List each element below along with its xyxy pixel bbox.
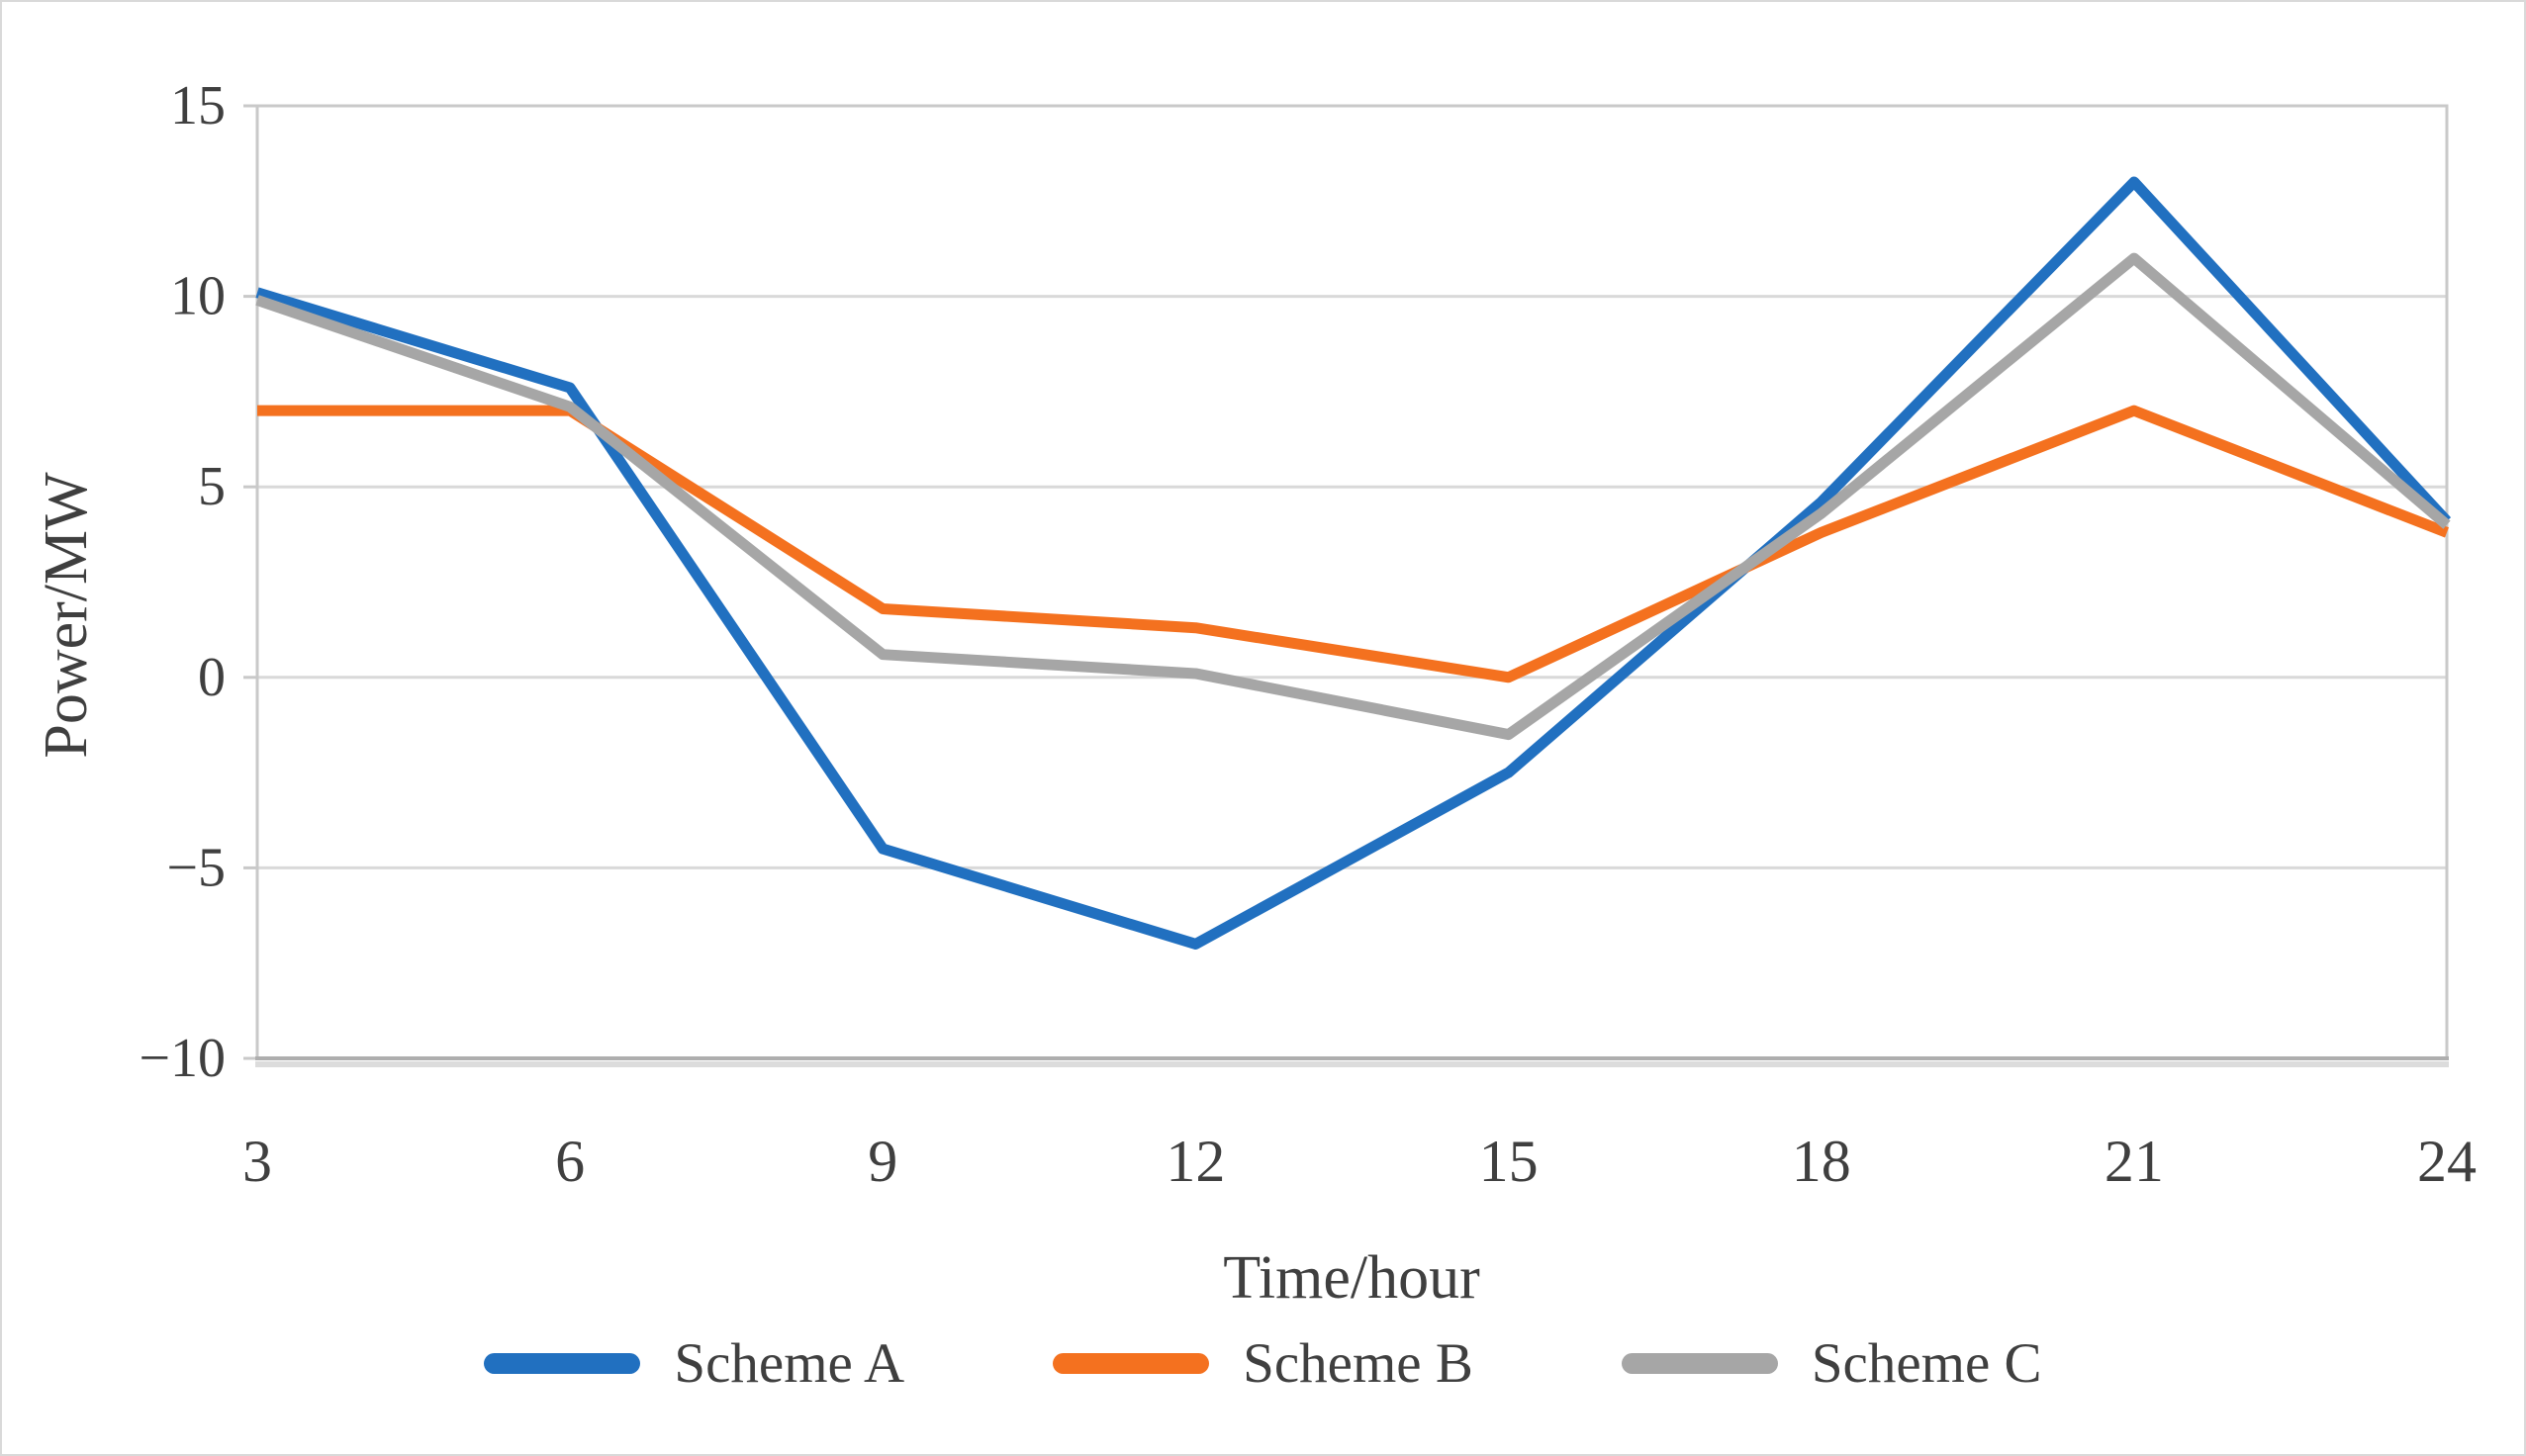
x-tick-label: 3 xyxy=(242,1129,272,1194)
legend-item-scheme-c: Scheme C xyxy=(1621,1332,2042,1395)
legend-color-dash xyxy=(1621,1353,1778,1374)
legend-color-dash xyxy=(484,1353,641,1374)
legend-label: Scheme B xyxy=(1243,1332,1473,1395)
y-tick-label: 10 xyxy=(170,266,226,327)
chart-legend: Scheme A Scheme B Scheme C xyxy=(2,1335,2524,1392)
legend-label: Scheme C xyxy=(1811,1332,2042,1395)
series-line-scheme-b xyxy=(257,405,2449,683)
axes-layer xyxy=(243,104,2449,1067)
y-tick-label: 15 xyxy=(170,75,226,136)
x-tick-label: 15 xyxy=(1479,1129,1539,1194)
x-tick-label: 6 xyxy=(555,1129,585,1194)
legend-color-dash xyxy=(1053,1353,1210,1374)
legend-item-scheme-b: Scheme B xyxy=(1053,1335,1473,1392)
y-tick-label: −5 xyxy=(166,837,226,898)
x-tick-label: 18 xyxy=(1792,1129,1851,1194)
series-layer xyxy=(255,176,2452,950)
x-tick-label: 21 xyxy=(2105,1129,2164,1194)
plot-border xyxy=(255,104,2449,1060)
y-tick-label: −10 xyxy=(139,1028,226,1089)
legend-item-scheme-a: Scheme A xyxy=(484,1335,904,1392)
x-tick-label: 24 xyxy=(2417,1129,2477,1194)
legend-label: Scheme A xyxy=(674,1332,905,1395)
y-axis-title: Power/MW xyxy=(33,472,100,759)
gridlines-layer xyxy=(257,104,2447,1060)
x-tick-label: 12 xyxy=(1166,1129,1225,1194)
y-tick-label: 5 xyxy=(198,456,226,517)
tick-labels-layer: 15 10 5 0 −5 −10 3 6 9 12 15 18 21 24 xyxy=(139,75,2477,1194)
series-line-scheme-c xyxy=(255,252,2451,741)
y-tick-label: 0 xyxy=(198,647,226,708)
x-tick-label: 9 xyxy=(868,1129,897,1194)
x-axis-title: Time/hour xyxy=(1223,1244,1480,1312)
series-line-scheme-a xyxy=(255,176,2452,950)
